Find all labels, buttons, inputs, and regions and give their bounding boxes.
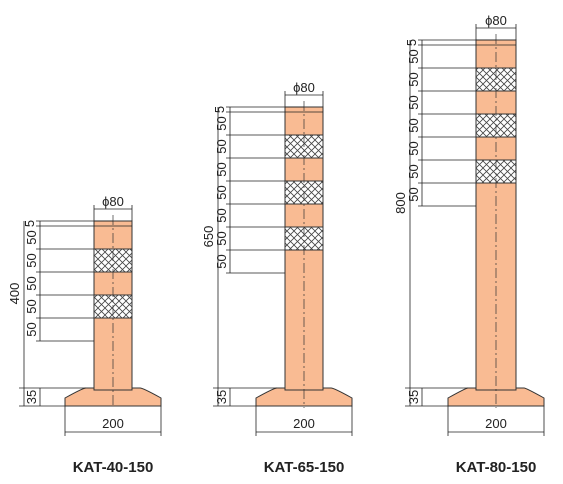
band-label-4: 50: [24, 299, 39, 313]
top-gap-label: 5: [22, 220, 37, 227]
model-label: KAT-40-150: [73, 459, 154, 476]
base-height-label: 35: [24, 390, 39, 404]
band-label-1: 50: [214, 116, 229, 130]
band-label-1: 50: [406, 49, 421, 63]
band-label-2: 50: [24, 253, 39, 267]
post-kat-65-150: ϕ80 5 50 50 50 50 50 50 50 650 35 200 KA…: [201, 80, 353, 476]
post-kat-80-150: ϕ80 5 50 50 50 50 50 50 50 800 35 200 KA…: [393, 13, 545, 476]
height-label: 400: [7, 283, 22, 305]
post-kat-40-150: ϕ80 5 50 50 50 50 50 400 35 200 KAT-40-1…: [7, 194, 162, 476]
band-label-5: 50: [406, 141, 421, 155]
base-width-label: 200: [485, 416, 507, 431]
base-height-label: 35: [406, 390, 421, 404]
band-label-2: 50: [214, 139, 229, 153]
diameter-label: ϕ80: [293, 80, 315, 95]
diameter-label: ϕ80: [102, 194, 124, 209]
band-label-3: 50: [214, 162, 229, 176]
base-width-label: 200: [102, 416, 124, 431]
base-width-label: 200: [293, 416, 315, 431]
band-label-7: 50: [214, 254, 229, 268]
top-gap-label: 5: [404, 39, 419, 46]
band-label-7: 50: [406, 187, 421, 201]
band-label-2: 50: [406, 72, 421, 86]
band-label-4: 50: [406, 118, 421, 132]
band-label-5: 50: [214, 208, 229, 222]
height-label: 800: [393, 192, 408, 214]
band-label-6: 50: [406, 164, 421, 178]
model-label: KAT-80-150: [456, 459, 537, 476]
band-label-5: 50: [24, 322, 39, 336]
diameter-label: ϕ80: [485, 13, 507, 28]
height-label: 650: [201, 226, 216, 248]
band-label-3: 50: [24, 276, 39, 290]
base-height-label: 35: [214, 390, 229, 404]
band-label-4: 50: [214, 185, 229, 199]
model-label: KAT-65-150: [264, 459, 345, 476]
band-label-3: 50: [406, 95, 421, 109]
band-label-1: 50: [24, 230, 39, 244]
top-gap-label: 5: [212, 106, 227, 113]
band-label-6: 50: [214, 231, 229, 245]
